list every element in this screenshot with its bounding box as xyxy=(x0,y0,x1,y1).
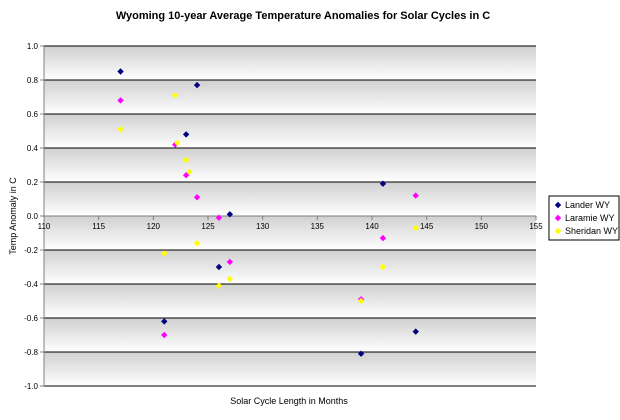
y-tick-label: 0.6 xyxy=(27,110,39,119)
data-point xyxy=(182,172,190,179)
plot-band xyxy=(44,284,536,318)
y-tick-label: -0.4 xyxy=(24,280,38,289)
data-point xyxy=(174,139,181,147)
axes xyxy=(40,45,537,387)
legend: Lander WY Laramie WY Sheridan WY xyxy=(548,195,620,241)
data-point xyxy=(357,297,365,305)
legend-marker xyxy=(554,214,562,222)
data-point xyxy=(117,97,124,104)
data-point xyxy=(379,180,387,187)
data-point xyxy=(357,350,365,357)
x-tick-label: 130 xyxy=(256,222,270,231)
data-points xyxy=(117,68,419,357)
data-point xyxy=(161,318,168,325)
legend-marker xyxy=(554,201,562,209)
plot-band xyxy=(44,80,536,114)
x-tick-label: 110 xyxy=(38,222,51,231)
y-tick-label: 0.4 xyxy=(27,144,39,153)
data-point xyxy=(215,282,223,289)
legend-entry: Lander WY xyxy=(565,200,610,210)
data-point xyxy=(379,234,387,242)
x-tick-label: 155 xyxy=(529,222,543,231)
x-tick-label: 145 xyxy=(420,222,434,231)
data-point xyxy=(412,192,419,199)
data-point xyxy=(182,156,190,164)
y-tick-label: 0.0 xyxy=(27,212,39,221)
x-tick-labels: 110 115 120 125 130 135 140 145 150 155 xyxy=(38,222,544,231)
x-tick-label: 115 xyxy=(92,222,105,231)
plot-band xyxy=(44,216,536,250)
data-point xyxy=(117,68,124,75)
data-point xyxy=(215,263,223,271)
data-point xyxy=(412,224,419,232)
y-axis-label: Temp Anomaly in C xyxy=(8,177,18,255)
legend-entry: Laramie WY xyxy=(565,213,615,223)
y-tick-label: 0.2 xyxy=(27,178,39,187)
data-point xyxy=(226,258,234,266)
x-tick-label: 150 xyxy=(475,222,489,231)
data-point xyxy=(172,92,179,99)
data-point xyxy=(226,275,234,283)
data-point xyxy=(186,168,193,175)
data-point xyxy=(182,131,190,138)
chart-title: Wyoming 10-year Average Temperature Anom… xyxy=(116,10,490,22)
data-point xyxy=(215,214,223,221)
legend-marker xyxy=(554,227,562,235)
legend-entry: Sheridan WY xyxy=(565,226,618,236)
plot-band xyxy=(44,352,536,386)
y-tick-label: 0.8 xyxy=(27,76,39,85)
plot-band xyxy=(44,250,536,284)
x-tick-label: 135 xyxy=(311,222,325,231)
data-point xyxy=(193,240,201,247)
plot-band xyxy=(44,46,536,80)
data-point xyxy=(117,126,124,133)
plot-band xyxy=(44,148,536,182)
data-point xyxy=(193,194,201,201)
data-point xyxy=(379,263,387,271)
data-point xyxy=(226,211,234,218)
y-tick-label: 1.0 xyxy=(27,42,39,51)
x-axis-label: Solar Cycle Length in Months xyxy=(230,396,348,406)
plot-band xyxy=(44,318,536,352)
y-tick-label: -0.8 xyxy=(24,348,38,357)
plot-band xyxy=(44,114,536,148)
data-point xyxy=(161,250,168,257)
plot-band xyxy=(44,182,536,216)
x-tick-label: 125 xyxy=(201,222,215,231)
gridlines xyxy=(44,45,536,387)
y-tick-label: -0.2 xyxy=(24,246,38,255)
x-tick-label: 140 xyxy=(365,222,379,231)
y-tick-label: -0.6 xyxy=(24,314,38,323)
data-point xyxy=(161,331,168,339)
plot-background xyxy=(44,46,536,386)
y-tick-labels: 1.0 0.8 0.6 0.4 0.2 0.0 -0.2 -0.4 -0.6 -0.8 -1.0 xyxy=(24,42,38,391)
data-point xyxy=(412,328,419,335)
data-point xyxy=(193,81,201,89)
y-tick-label: -1.0 xyxy=(24,382,38,391)
x-tick-label: 120 xyxy=(147,222,161,231)
